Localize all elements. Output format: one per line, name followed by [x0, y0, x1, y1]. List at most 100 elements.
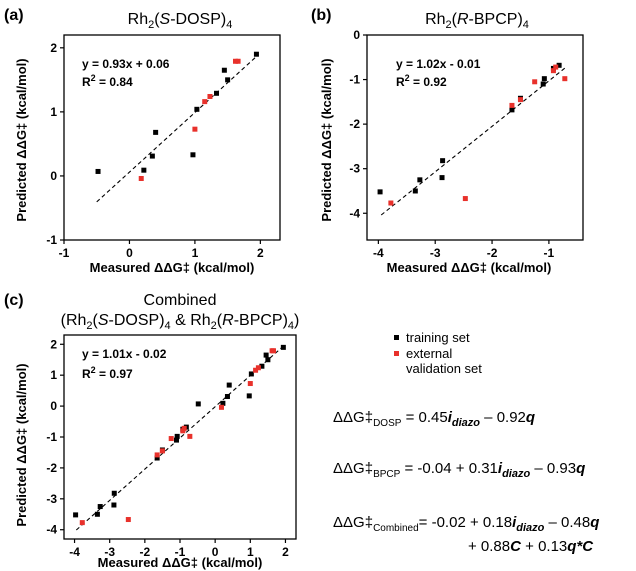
panel-a-x-axis-label: Measured ΔΔG‡ (kcal/mol) [90, 260, 255, 275]
validation-point-c [271, 348, 277, 354]
validation-point-c [159, 448, 165, 454]
x-tick-label-b: -4 [373, 246, 384, 260]
training-point-c [226, 382, 232, 388]
panel-c-title-line1: Combined [144, 292, 217, 309]
plot-frame-b [366, 34, 584, 241]
training-point-a [253, 51, 259, 57]
training-point-a [214, 90, 220, 96]
validation-point-c [154, 452, 160, 458]
validation-point-b [562, 76, 568, 82]
panel-c-letter: (c) [4, 292, 24, 309]
training-point-c [154, 455, 160, 461]
validation-point-a [202, 99, 208, 105]
equation-combined-line1: ΔΔG‡Combined= -0.02 + 0.18idiazo – 0.48q [333, 514, 599, 534]
training-point-a [194, 106, 200, 112]
fit-line-b [380, 67, 566, 216]
y-tick-label-a: 0 [50, 169, 57, 183]
x-tick-label-c: 0 [212, 545, 219, 559]
x-tick-label-c: -1 [175, 545, 186, 559]
training-point-b [377, 189, 383, 195]
y-tick-label-c: 1 [50, 368, 57, 382]
plot-area-a: -1 0 1 2 -1 0 1 2 [46, 34, 281, 260]
training-point-a [153, 129, 159, 135]
y-tick-label-c: -1 [46, 430, 57, 444]
training-point-a [149, 153, 155, 159]
training-point-c [111, 502, 117, 508]
training-point-b [417, 177, 423, 183]
panel-c-r-squared: R2 = 0.97 [82, 365, 133, 381]
panel-c-y-axis-label: Predicted ΔΔG‡ (kcal/mol) [14, 363, 29, 526]
training-point-c [97, 504, 103, 510]
y-tick-label-b: -2 [349, 117, 360, 131]
y-tick-label-c: -2 [46, 461, 57, 475]
y-tick-label-a: 1 [50, 105, 57, 119]
panel-c-fit-equation: y = 1.01x - 0.02 [82, 347, 167, 361]
y-tick-label-c: 2 [50, 337, 57, 351]
panel-b-y-axis-label: Predicted ΔΔG‡ (kcal/mol) [319, 58, 334, 221]
training-point-c [174, 433, 180, 439]
training-point-b [541, 76, 547, 82]
training-point-a [225, 77, 231, 83]
training-point-b [540, 81, 546, 87]
validation-point-c [168, 436, 174, 442]
legend-validation-marker [394, 351, 399, 356]
equation-combined-line2: + 0.88C + 0.13q*C [468, 538, 594, 555]
y-tick-label-c: 0 [50, 399, 57, 413]
training-point-c [195, 401, 201, 407]
panel-b-title: Rh2(R-BPCP)4 [425, 11, 529, 31]
validation-point-b [553, 64, 559, 70]
panel-c-x-axis-label: Measured ΔΔG‡ (kcal/mol) [98, 555, 263, 570]
training-point-c [265, 357, 271, 363]
training-point-a [95, 168, 101, 174]
training-point-c [263, 352, 269, 358]
training-point-c [259, 363, 265, 369]
training-point-c [224, 394, 230, 400]
panel-c: (c) Combined (Rh2(S-DOSP)4 & Rh2(R-BPCP)… [4, 292, 299, 570]
training-point-a [190, 152, 196, 158]
validation-point-c [247, 381, 253, 387]
validation-point-a [138, 176, 144, 181]
panel-b: (b) Rh2(R-BPCP)4 -4 -3 -2 -1 -4 -3 -2 -1 0 y = 1… [311, 7, 584, 275]
training-point-c [111, 490, 117, 496]
x-tick-label-a: 2 [257, 246, 264, 260]
validation-point-c [125, 517, 131, 523]
x-tick-label-b: -2 [487, 246, 498, 260]
panel-b-r-squared: R2 = 0.92 [396, 73, 447, 89]
x-tick-label-a: 1 [192, 246, 199, 260]
validation-point-b [462, 196, 468, 202]
x-tick-label-c: -4 [69, 545, 80, 559]
y-tick-label-a: -1 [46, 233, 57, 247]
model-equations: ΔΔG‡DOSP = 0.45idiazo – 0.92q ΔΔG‡BPCP =… [333, 409, 599, 555]
validation-point-c [79, 520, 85, 526]
x-tick-label-a: 0 [126, 246, 133, 260]
training-point-c [94, 511, 100, 517]
training-point-c [248, 371, 254, 377]
x-tick-label-a: -1 [59, 246, 70, 260]
x-tick-label-b: -3 [430, 246, 441, 260]
training-point-a [221, 67, 227, 73]
y-tick-label-c: -3 [46, 492, 57, 506]
panel-a-r-squared: R2 = 0.84 [82, 73, 133, 89]
validation-point-b [388, 200, 394, 206]
validation-point-b [550, 68, 556, 74]
validation-point-c [218, 404, 224, 410]
y-tick-label-b: 0 [353, 28, 360, 42]
panel-b-letter: (b) [311, 7, 331, 24]
legend-validation-label-line1: external [406, 346, 452, 361]
training-point-b [412, 188, 418, 194]
validation-point-c [253, 367, 259, 373]
x-tick-label-c: 2 [282, 545, 289, 559]
training-point-a [141, 167, 147, 173]
validation-point-a [192, 126, 198, 132]
y-tick-label-a: 2 [50, 41, 57, 55]
fit-line-c [75, 345, 285, 531]
panel-c-title-line2: (Rh2(S-DOSP)4 & Rh2(R-BPCP)4) [61, 312, 300, 332]
x-tick-label-b: -1 [544, 246, 555, 260]
validation-point-c [187, 433, 193, 439]
panel-a: (a) Rh2(S-DOSP)4 -1 0 1 2 -1 0 1 2 y = 0.93x + … [4, 7, 281, 275]
panel-a-title: Rh2(S-DOSP)4 [128, 11, 233, 31]
panel-b-fit-equation: y = 1.02x - 0.01 [396, 57, 481, 71]
panel-a-y-axis-label: Predicted ΔΔG‡ (kcal/mol) [14, 58, 29, 221]
panel-b-x-axis-label: Measured ΔΔG‡ (kcal/mol) [387, 260, 552, 275]
